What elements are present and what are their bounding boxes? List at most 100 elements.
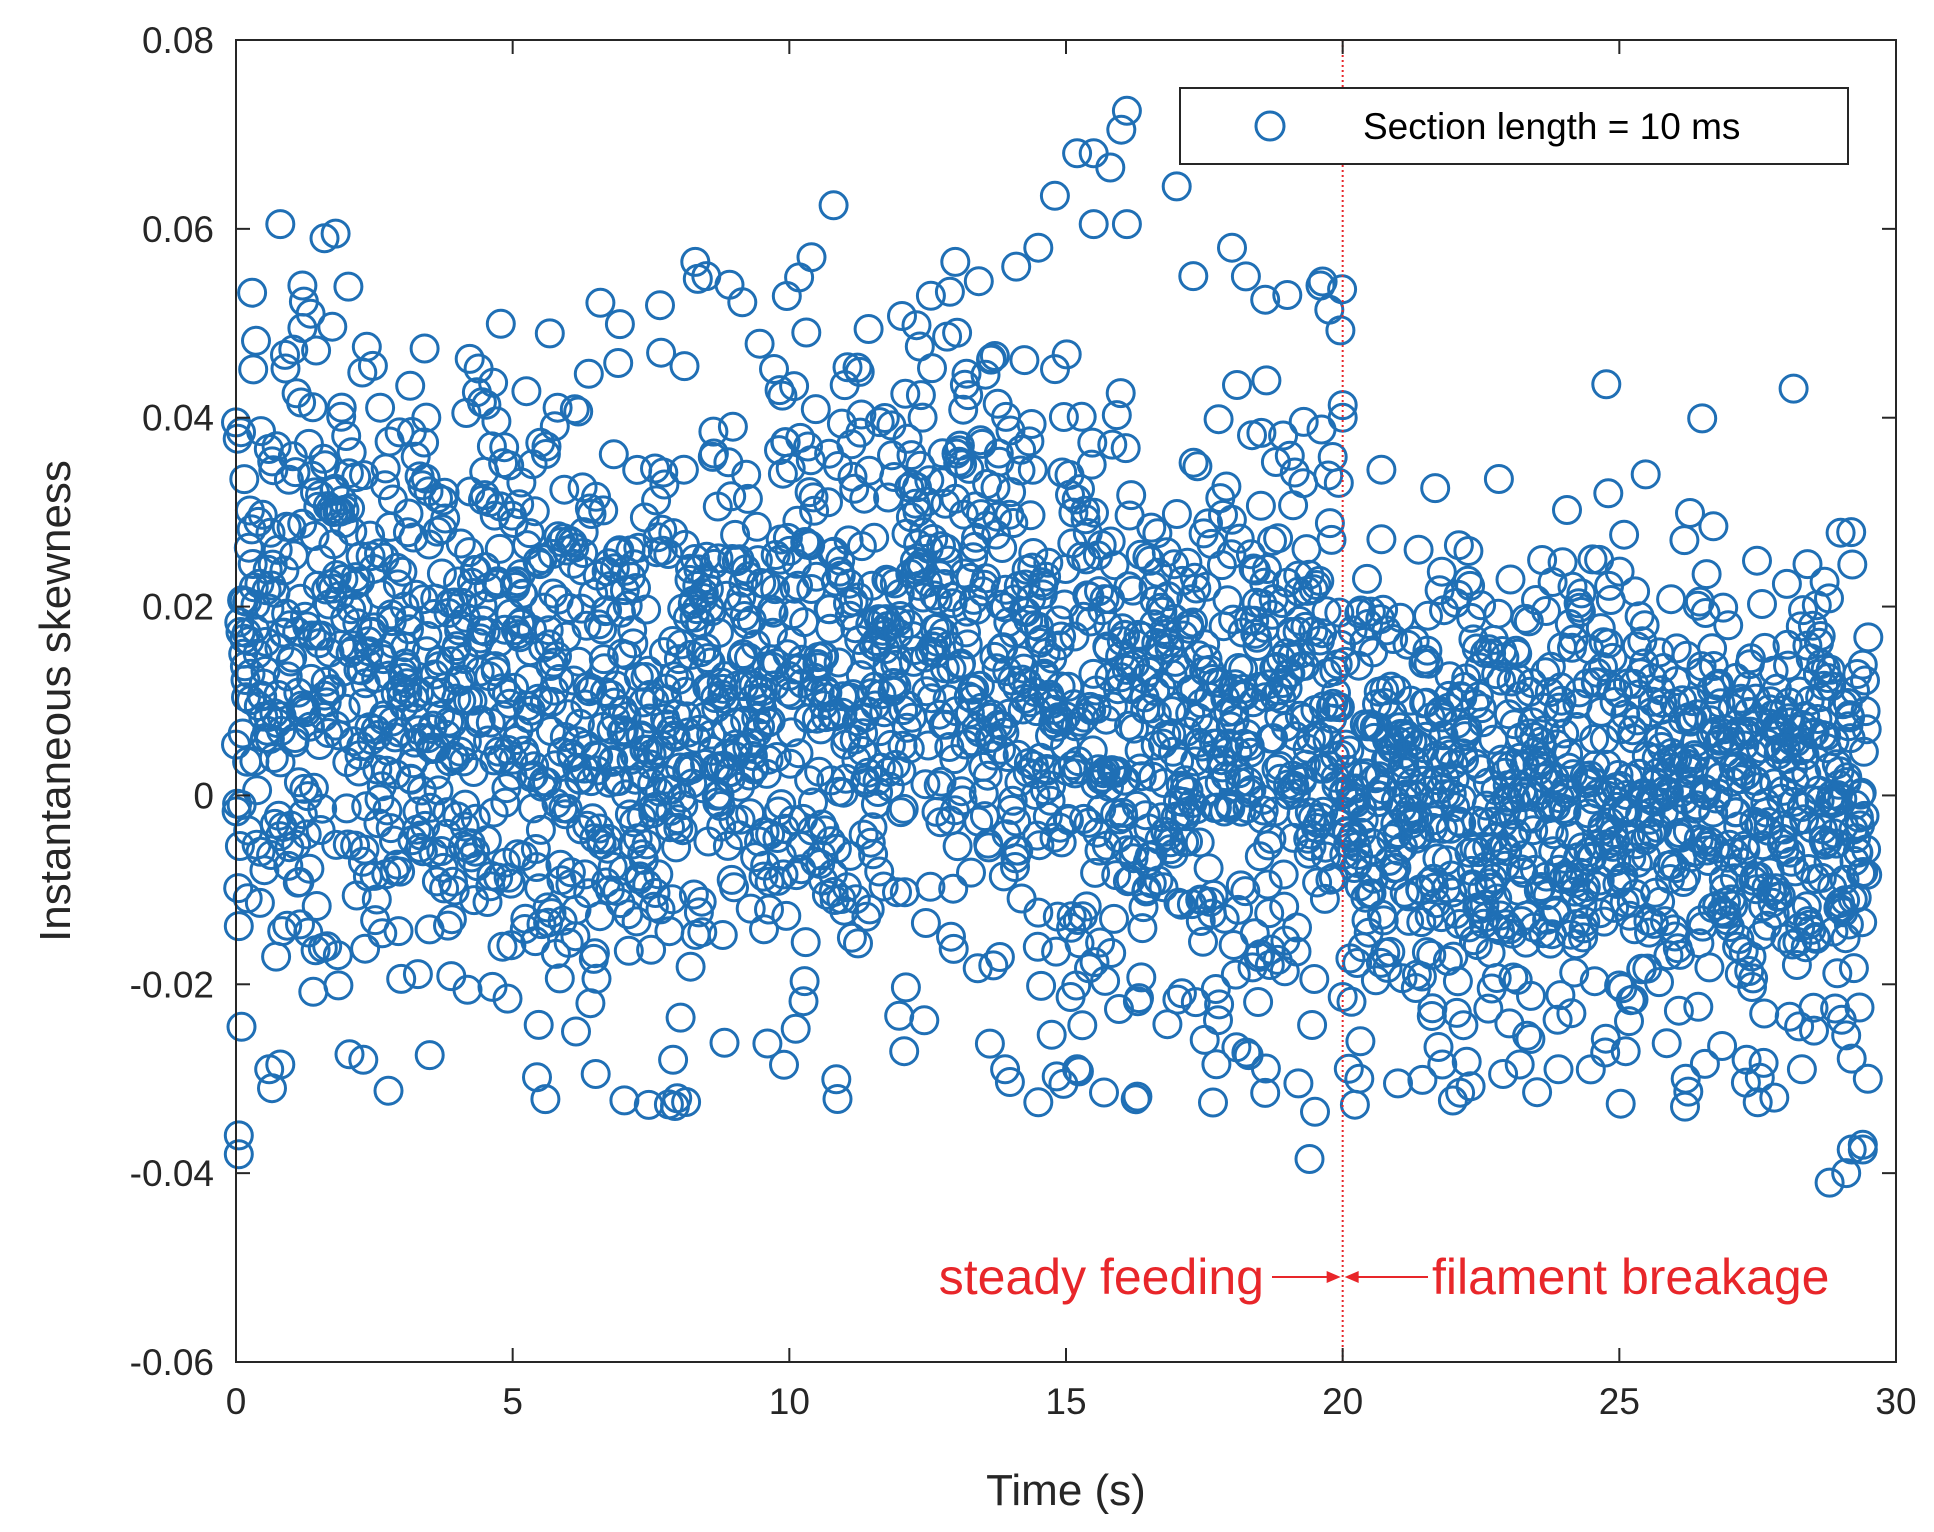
data-point: [980, 472, 1011, 503]
data-point: [1035, 785, 1066, 816]
data-point: [956, 857, 986, 888]
data-point: [1797, 610, 1828, 641]
data-point: [232, 586, 263, 617]
data-point: [1001, 806, 1032, 837]
data-point: [1325, 315, 1356, 346]
data-point: [1721, 797, 1752, 828]
data-point: [385, 856, 416, 887]
data-point: [1446, 808, 1477, 839]
data-point: [531, 431, 562, 462]
data-point: [989, 592, 1020, 623]
data-point: [1799, 1015, 1829, 1046]
data-point: [1420, 473, 1451, 504]
data-point: [974, 1028, 1005, 1059]
data-point: [1282, 912, 1312, 943]
data-point: [934, 276, 965, 307]
data-point: [1268, 420, 1299, 451]
data-point: [1565, 596, 1596, 627]
data-point: [452, 974, 483, 1005]
data-point: [954, 453, 985, 484]
data-point: [986, 734, 1016, 765]
data-point: [224, 831, 255, 861]
data-point: [1790, 701, 1821, 731]
data-point: [587, 614, 618, 645]
data-point: [1812, 827, 1843, 858]
data-point: [608, 715, 639, 746]
data-point: [367, 918, 398, 949]
data-point: [1368, 594, 1399, 625]
data-point: [510, 741, 541, 772]
data-point: [1610, 1036, 1641, 1067]
data-point: [1836, 1043, 1867, 1074]
data-point: [744, 328, 775, 359]
data-point: [1181, 573, 1212, 604]
data-point: [414, 1040, 445, 1071]
data-point: [984, 942, 1015, 972]
data-point: [1770, 923, 1801, 954]
data-point: [269, 555, 300, 586]
data-point: [273, 850, 304, 881]
data-point: [655, 812, 685, 843]
data-point: [402, 959, 433, 990]
data-point: [963, 266, 994, 297]
data-point: [1096, 938, 1127, 968]
data-point: [426, 558, 457, 589]
data-point: [242, 775, 273, 806]
data-point: [1116, 480, 1147, 511]
data-point: [398, 522, 429, 553]
data-point: [1612, 797, 1643, 828]
data-point: [540, 750, 571, 781]
data-point: [796, 242, 827, 273]
data-point: [281, 829, 312, 860]
annotation-filament-breakage: filament breakage: [1432, 1249, 1829, 1305]
data-point: [584, 813, 615, 844]
data-point: [1209, 796, 1240, 827]
data-point: [1670, 1063, 1701, 1094]
data-point: [421, 866, 452, 897]
data-point: [1162, 984, 1193, 1015]
data-point: [333, 271, 364, 302]
data-point: [645, 290, 675, 321]
data-point: [1683, 991, 1714, 1022]
data-point: [1731, 1044, 1762, 1075]
data-point: [910, 908, 941, 938]
data-point: [1508, 782, 1539, 813]
data-point: [883, 618, 914, 649]
data-point: [717, 411, 748, 442]
data-point: [312, 931, 343, 962]
data-point: [1483, 464, 1514, 494]
data-point: [859, 522, 890, 553]
data-point: [636, 934, 667, 965]
data-point: [888, 793, 919, 824]
annotation-steady-feeding: steady feeding: [939, 1249, 1264, 1305]
data-point: [857, 570, 887, 601]
data-point: [1056, 901, 1087, 932]
data-point: [280, 457, 311, 488]
data-point: [1516, 980, 1546, 1011]
data-point: [223, 1139, 254, 1170]
data-point: [523, 1009, 554, 1040]
data-point: [1333, 1053, 1364, 1084]
data-point: [1728, 936, 1759, 967]
data-point: [894, 733, 925, 764]
data-point: [1366, 454, 1397, 485]
data-point: [525, 814, 556, 845]
data-point: [772, 522, 803, 553]
data-point: [1713, 610, 1744, 641]
data-point: [1543, 1054, 1574, 1085]
data-point: [1086, 794, 1117, 824]
data-point: [987, 533, 1018, 563]
data-point: [1814, 583, 1844, 614]
data-point: [285, 583, 316, 614]
data-point: [1758, 655, 1789, 686]
data-point: [1486, 665, 1517, 696]
data-point: [276, 810, 307, 841]
data-point: [265, 747, 296, 778]
data-point: [409, 333, 440, 364]
data-point: [447, 587, 478, 618]
data-point: [1629, 648, 1659, 679]
data-point: [454, 343, 485, 374]
data-point: [1846, 777, 1877, 808]
data-point: [357, 350, 388, 381]
